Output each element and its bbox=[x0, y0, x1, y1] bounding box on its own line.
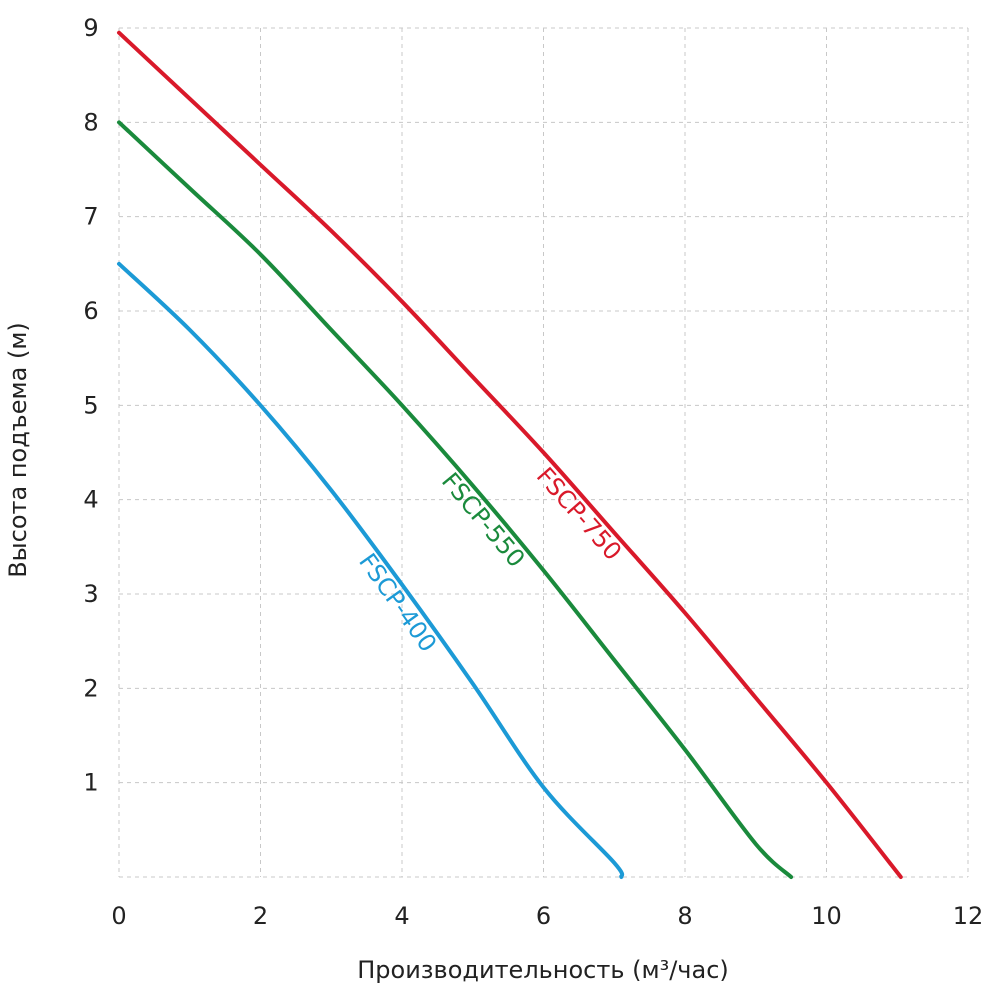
x-tick-label: 4 bbox=[394, 902, 409, 930]
y-tick-labels: 1 2 3 4 5 6 7 8 9 bbox=[83, 14, 98, 797]
y-tick-label: 9 bbox=[83, 14, 98, 42]
y-tick-label: 3 bbox=[83, 580, 98, 608]
series-line-fscp-550 bbox=[117, 120, 794, 879]
x-tick-label: 6 bbox=[536, 902, 551, 930]
y-tick-label: 1 bbox=[83, 769, 98, 797]
y-tick-label: 8 bbox=[83, 108, 98, 136]
y-tick-label: 5 bbox=[83, 391, 98, 419]
series-label-fscp-750: FSCP-750 bbox=[531, 462, 627, 566]
y-tick-label: 7 bbox=[83, 203, 98, 231]
x-tick-labels: 0 2 4 6 8 10 12 bbox=[111, 902, 983, 930]
y-tick-label: 2 bbox=[83, 674, 98, 702]
x-tick-label: 0 bbox=[111, 902, 126, 930]
series-label-fscp-550: FSCP-550 bbox=[436, 467, 530, 572]
y-axis-label: Высота подъема (м) bbox=[4, 322, 32, 578]
series-line-fscp-400 bbox=[117, 261, 625, 879]
y-tick-label: 4 bbox=[83, 486, 98, 514]
x-tick-label: 2 bbox=[253, 902, 268, 930]
y-tick-label: 6 bbox=[83, 297, 98, 325]
x-axis-label: Производительность (м³/час) bbox=[357, 956, 729, 984]
x-tick-label: 8 bbox=[677, 902, 692, 930]
series-lines bbox=[117, 30, 903, 879]
series-line-fscp-750 bbox=[117, 30, 903, 879]
x-tick-label: 10 bbox=[811, 902, 842, 930]
series-label-fscp-400: FSCP-400 bbox=[353, 548, 442, 657]
x-tick-label: 12 bbox=[953, 902, 984, 930]
